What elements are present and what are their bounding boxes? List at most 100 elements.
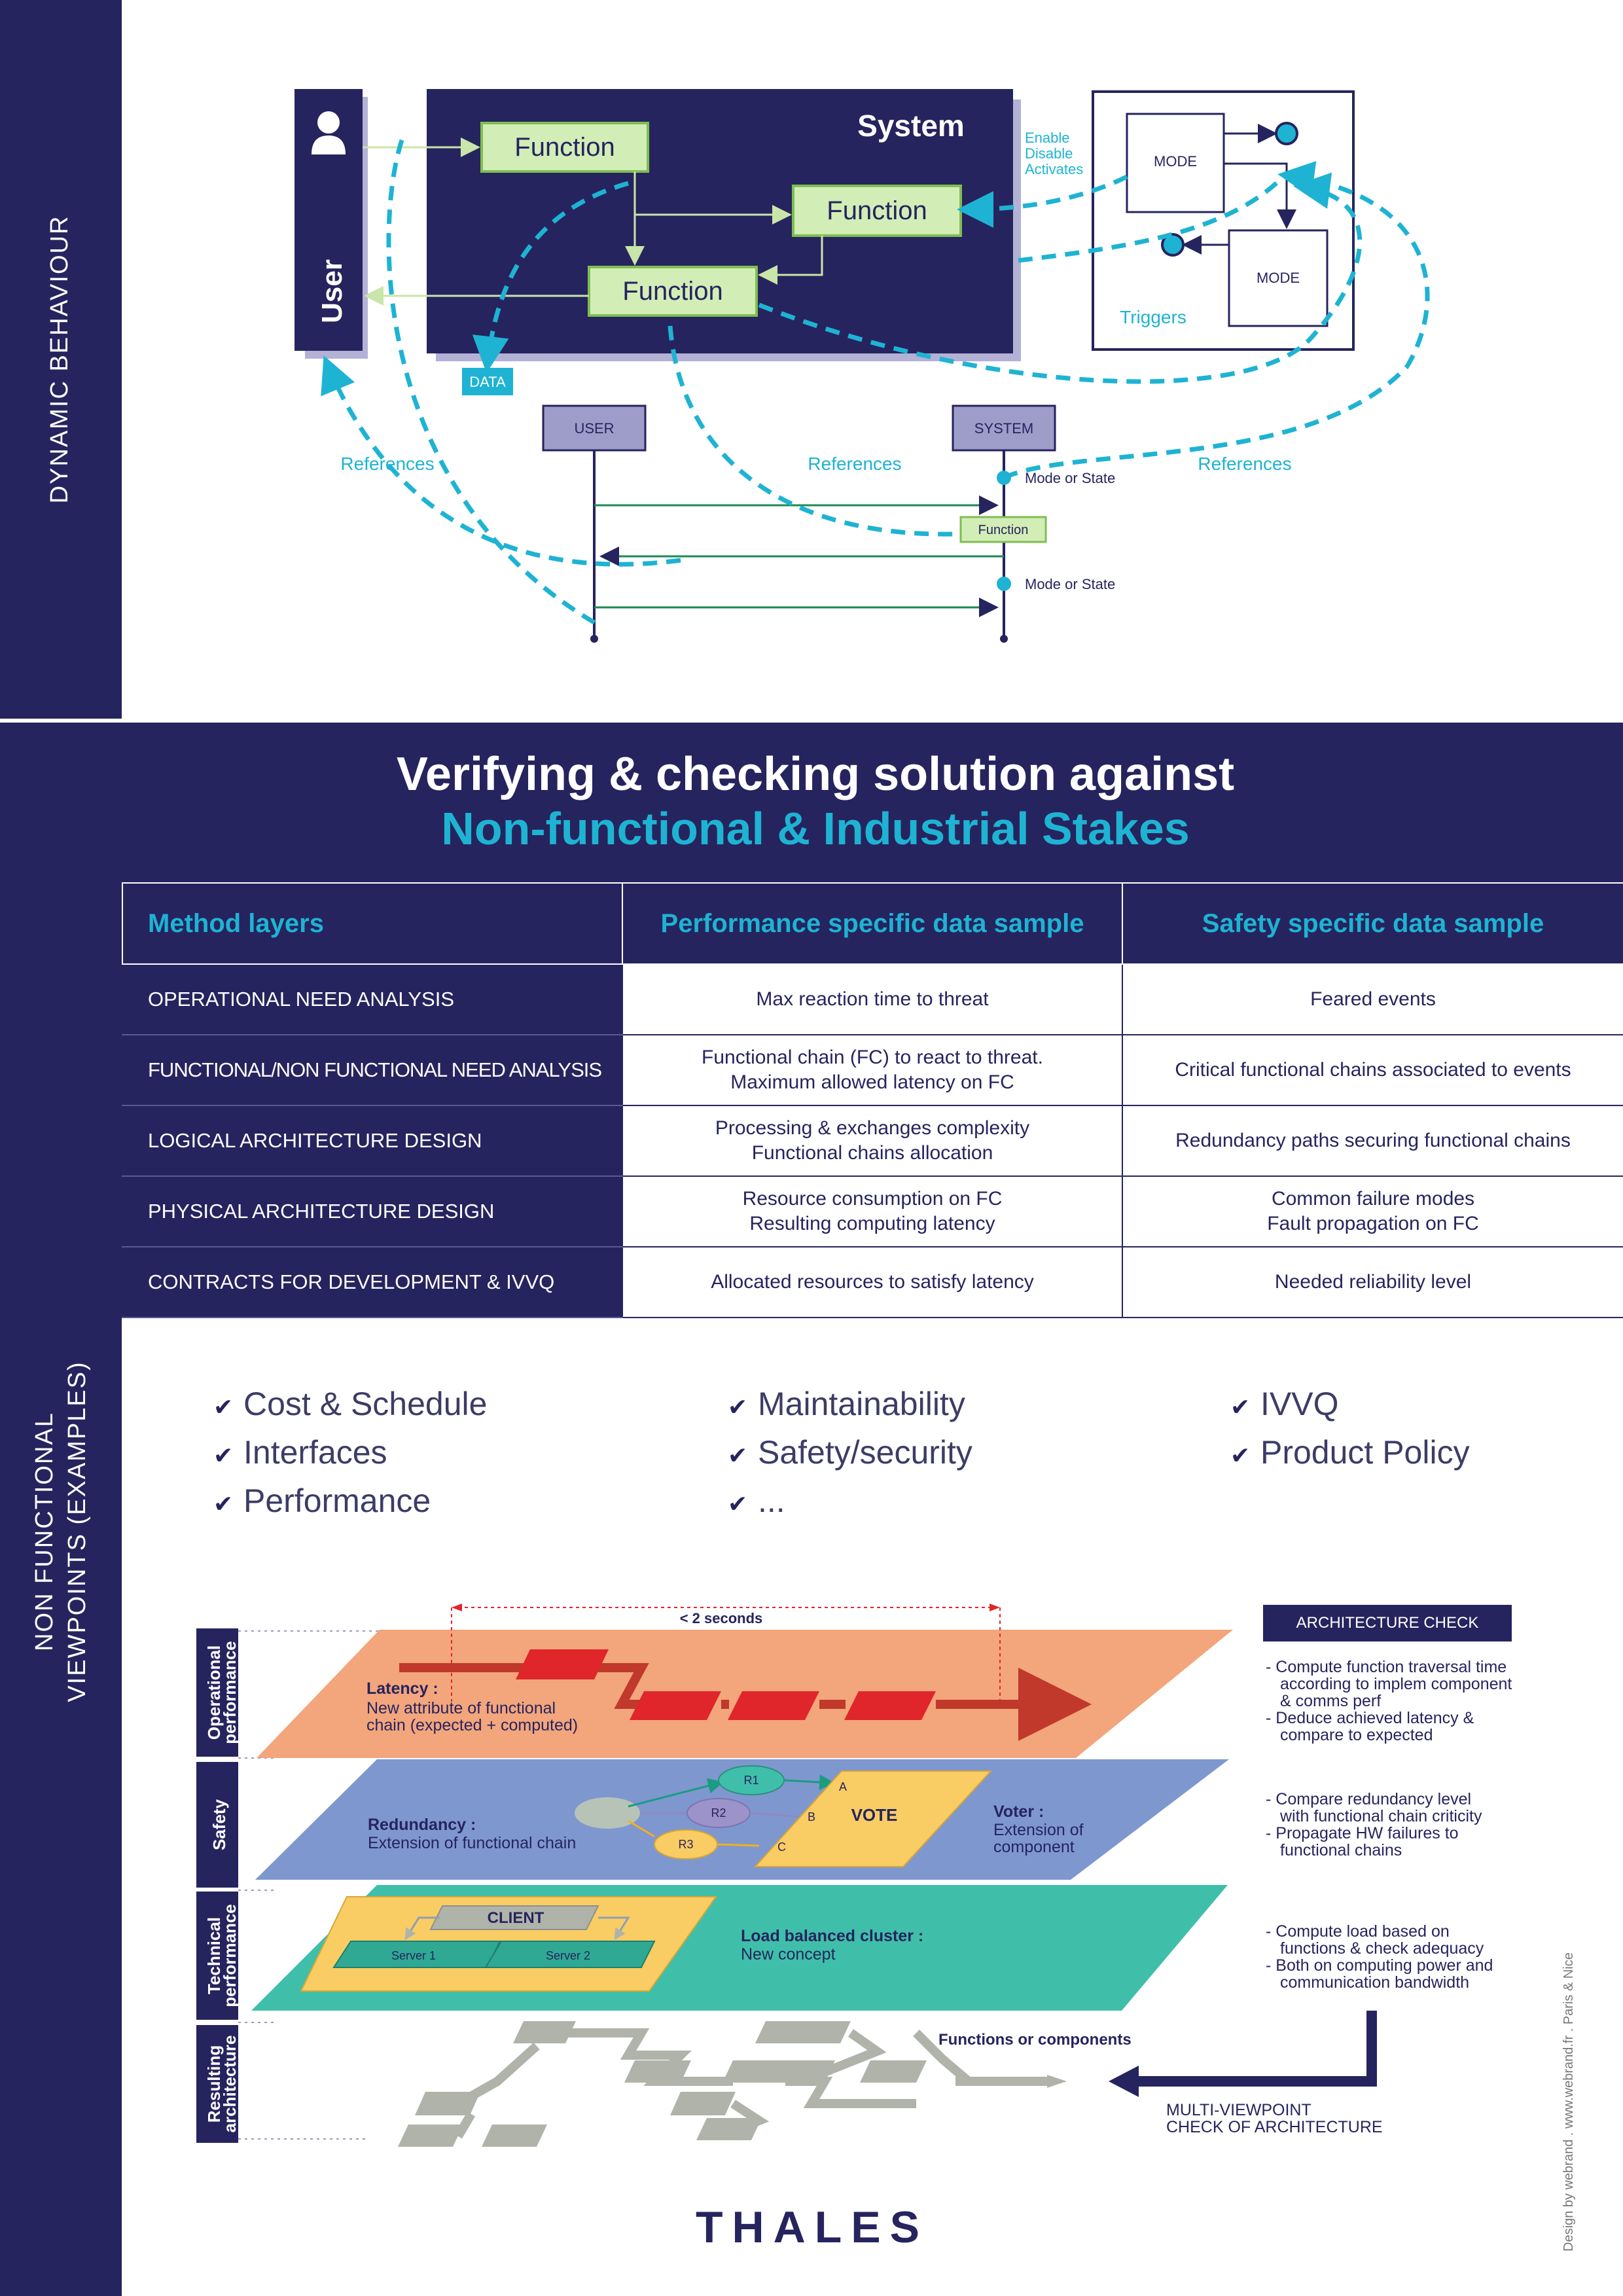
viewpoint-item: ✔ Cost & Schedule	[213, 1386, 488, 1422]
arch-link	[913, 2030, 972, 2085]
disable-label: Disable	[1025, 145, 1073, 162]
vote-port-b: B	[808, 1810, 815, 1823]
mode-terminal-1	[1275, 122, 1298, 145]
flow-function2-to-function3	[758, 236, 823, 285]
r3-label: R3	[678, 1838, 693, 1851]
mode-terminal-2	[1161, 233, 1185, 257]
redundancy-edge	[628, 1820, 655, 1838]
enable-label: Enable	[1025, 130, 1070, 146]
mode-box-1	[1126, 113, 1225, 213]
reference-curve-user-seq	[386, 139, 603, 630]
arch-block	[785, 2021, 851, 2043]
layer-side-label-safety	[196, 1762, 238, 1888]
section-title: Verifying & checking solution against	[396, 748, 1235, 800]
vote-label: VOTE	[851, 1805, 898, 1825]
r1-label: R1	[743, 1774, 758, 1787]
seq-function-box	[959, 516, 1047, 543]
activates-label: Activates	[1025, 161, 1083, 177]
cluster-title: Load balanced cluster :	[741, 1927, 923, 1945]
check-icon: ✔	[728, 1442, 748, 1469]
layer-side-label-resulting	[196, 2025, 238, 2143]
triggers-label: Triggers	[1120, 307, 1186, 327]
seq-user-end	[590, 635, 598, 643]
layer-side-label-operational	[196, 1628, 238, 1757]
server-label-1: Server 1	[391, 1949, 436, 1962]
function-box-1[interactable]: Function	[480, 122, 649, 173]
seq-system-head	[952, 404, 1056, 452]
viewpoint-item: ✔ Product Policy	[1230, 1434, 1470, 1471]
arch-block	[415, 2092, 480, 2115]
sidebar-non-functional	[0, 723, 122, 2296]
user-label: User	[316, 259, 348, 323]
time-span-arrow-left	[452, 1604, 462, 1611]
check-icon: ✔	[728, 1490, 748, 1517]
table-row: OPERATIONAL NEED ANALYSIS Max reaction t…	[122, 963, 1623, 1035]
viewpoint-item: ✔ Maintainability	[728, 1386, 965, 1422]
reference-curve-seq-mode	[1003, 160, 1430, 480]
table-cell-layer: PHYSICAL ARCHITECTURE DESIGN	[122, 1175, 623, 1247]
client-block	[429, 1905, 599, 1930]
arch-check-item: - Compare redundancy level with functiona…	[1266, 1790, 1482, 1825]
reference-curve-function-data	[472, 181, 629, 373]
function-box-3[interactable]: Function	[588, 266, 758, 317]
redundancy-source-node	[575, 1797, 640, 1829]
reference-curve-mode-function	[957, 174, 1128, 228]
arch-link	[454, 2111, 476, 2139]
check-icon: ✔	[1230, 1442, 1251, 1469]
sidebar-dynamic-behaviour	[0, 0, 122, 719]
seq-system-end	[1000, 635, 1008, 643]
latency-title: Latency :	[366, 1679, 438, 1698]
function-box-2[interactable]: Function	[792, 185, 962, 237]
method-layers-table: Method layers Performance specific data …	[122, 882, 1623, 1318]
layer-label-resulting-1: Resulting	[204, 2045, 224, 2123]
reference-curve-function-mode	[758, 172, 1362, 384]
redundancy-edge	[717, 1843, 760, 1847]
vote-port-a: A	[839, 1780, 847, 1793]
table-cell-layer: LOGICAL ARCHITECTURE DESIGN	[122, 1105, 623, 1177]
arch-block	[770, 2060, 835, 2083]
functions-components-label: Functions or components	[938, 2031, 1132, 2049]
table-header-method-layers: Method layers	[122, 882, 623, 965]
vote-block	[753, 1770, 993, 1867]
viewpoint-item: ✔ Performance	[213, 1482, 431, 1519]
check-icon: ✔	[213, 1393, 234, 1420]
section-header-band	[122, 723, 1623, 882]
multi-viewpoint-label-2: CHECK OF ARCHITECTURE	[1166, 2118, 1383, 2136]
latency-desc-2: chain (expected + computed)	[366, 1716, 578, 1734]
table-header-performance: Performance specific data sample	[622, 882, 1123, 965]
arch-block	[860, 2060, 927, 2083]
mode-label-1: MODE	[1154, 153, 1197, 170]
data-label: DATA	[469, 374, 506, 390]
voter-desc-2: component	[993, 1838, 1075, 1856]
table-row: CONTRACTS FOR DEVELOPMENT & IVVQ Allocat…	[122, 1246, 1623, 1318]
seq-user-label: USER	[574, 420, 614, 437]
multi-viewpoint-arrow-head	[1109, 2066, 1139, 2097]
arch-block	[696, 2118, 762, 2140]
arch-block	[624, 2060, 691, 2083]
table-cell-layer: OPERATIONAL NEED ANALYSIS	[122, 963, 623, 1035]
server-block-2	[484, 1941, 656, 1968]
function-label-2: Function	[827, 196, 927, 225]
seq-system-label: SYSTEM	[974, 420, 1033, 437]
chain-block	[728, 1691, 819, 1720]
redundancy-edge	[628, 1778, 724, 1808]
cluster-block: CLIENT Server 1 Server 2	[300, 1896, 717, 1992]
redundancy-graph: R1 R2 R3 VOTE A B C	[575, 1765, 993, 1867]
table-header-safety: Safety specific data sample	[1122, 882, 1623, 965]
table-cell-safety: Redundancy paths securing functional cha…	[1122, 1105, 1623, 1177]
client-label: CLIENT	[488, 1909, 544, 1927]
multi-viewpoint-label-1: MULTI-VIEWPOINT	[1166, 2101, 1311, 2119]
viewpoint-item: ✔ IVVQ	[1230, 1386, 1339, 1422]
section-subtitle: Non-functional & Industrial Stakes	[441, 803, 1190, 854]
design-credit: Design by webrand . www.webrand.fr . Par…	[1561, 1952, 1576, 2251]
server-label-2: Server 2	[546, 1949, 590, 1962]
arch-block	[398, 2125, 463, 2147]
table-header-row: Method layers Performance specific data …	[122, 882, 1623, 965]
function-label-1: Function	[514, 133, 615, 162]
voter-desc-1: Extension of	[993, 1821, 1084, 1839]
resulting-architecture	[398, 2021, 1067, 2147]
table-cell-perf: Processing & exchanges complexity Functio…	[622, 1105, 1123, 1177]
layer-label-resulting-2: architecture	[220, 2036, 240, 2133]
table-row: FUNCTIONAL/NON FUNCTIONAL NEED ANALYSIS …	[122, 1034, 1623, 1106]
client-link	[404, 1916, 440, 1941]
